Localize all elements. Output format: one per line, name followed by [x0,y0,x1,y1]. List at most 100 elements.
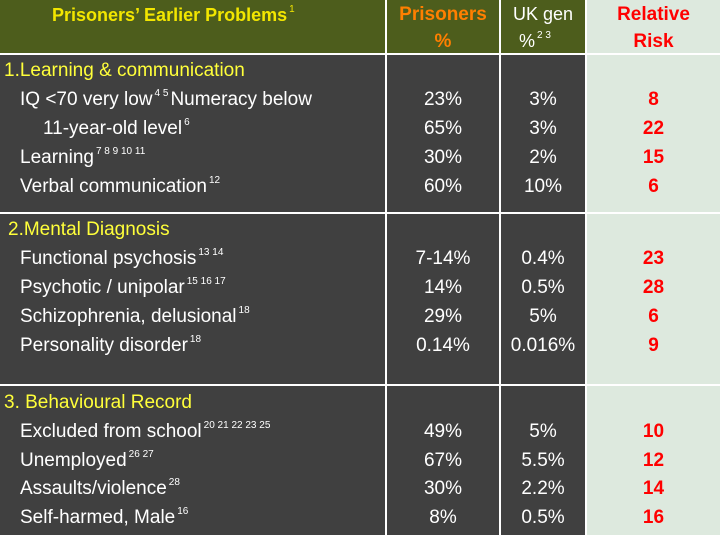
section-3-uk-cell: 5% 5.5% 2.2% 0.5% [501,386,585,535]
section-2-title: 2.Mental Diagnosis [8,219,170,240]
row-refs: 6 [184,117,190,128]
ukgen-header-percent: % [519,31,536,51]
uk-value: 2% [529,147,557,168]
ukgen-header-line2: % 2 3 [519,30,551,51]
row-label-text: Self-harmed, Male [20,507,176,528]
row-label: Assaults/violence 28 [20,477,180,499]
row-label-text: Functional psychosis [20,248,197,269]
ukgen-header-line1: UK gen [512,4,574,24]
header-prisoners-cell: Prisoners % [387,0,499,53]
prisoners-value: 65% [423,118,463,139]
rr-header-line1: Relative [617,4,690,25]
section-3-label-cell: 3. Behavioural Record Excluded from scho… [0,386,385,535]
prisoners-value: 23% [423,89,463,110]
row-label-text: Schizophrenia, delusional [20,306,237,327]
ukgen-header-refs: 2 3 [537,30,551,41]
row-label-text: Verbal communication [20,176,207,197]
row-label: Self-harmed, Male 16 [20,506,189,528]
uk-value: 2.2% [521,478,565,499]
section-2-rr-cell: 23 28 6 9 [587,214,720,384]
section-2-prisoners-cell: 7-14% 14% 29% 0.14% [387,214,499,384]
row-refs: 18 [238,305,250,316]
relative-risk-value: 12 [642,450,665,471]
row-label-tail: Numeracy below [170,89,312,110]
uk-value: 5.5% [521,450,565,471]
prisoners-header-line1: Prisoners [399,4,487,25]
section-2-label-cell: 2.Mental Diagnosis Functional psychosis 1… [0,214,385,384]
row-label: Psychotic / unipolar 15 16 17 [20,276,226,298]
row-label: Verbal communication 12 [20,175,221,197]
prisoners-value: 60% [423,176,463,197]
row-label-text: Learning [20,147,94,168]
table-title-refs: 1 [289,4,295,15]
section-2-uk-cell: 0.4% 0.5% 5% 0.016% [501,214,585,384]
row-label-text: 11-year-old level [43,118,183,139]
row-refs: 18 [189,334,202,345]
row-label-text: Excluded from school [20,421,202,442]
uk-value: 5% [529,306,557,327]
row-refs: 12 [208,175,221,186]
prisoners-value: 0.14% [416,335,470,356]
relative-risk-value: 16 [642,507,665,528]
row-refs: 7 8 9 10 11 [95,146,146,157]
prisoners-value: 30% [423,147,463,168]
row-refs: 4 5 [154,88,169,99]
row-refs: 20 21 22 23 25 [203,420,271,431]
uk-value: 0.016% [510,335,576,356]
row-refs: 16 [177,506,189,517]
row-label: Unemployed 26 27 [20,449,154,471]
relative-risk-value: 9 [648,335,659,356]
row-label-text: Assaults/violence [20,478,167,499]
prisoners-value: 8% [429,507,457,528]
row-label: IQ <70 very low 4 5 Numeracy below [20,88,312,110]
section-3-prisoners-cell: 49% 67% 30% 8% [387,386,499,535]
row-label: 11-year-old level 6 [43,117,190,139]
section-1-rr-cell: 8 22 15 6 [587,55,720,212]
row-label-text: Psychotic / unipolar [20,277,185,298]
relative-risk-value: 10 [642,421,665,442]
relative-risk-value: 8 [648,89,659,110]
uk-value: 0.5% [521,277,565,298]
uk-value: 3% [529,118,557,139]
rr-header-line2: Risk [633,31,674,52]
prisoners-value: 29% [423,306,463,327]
table-title-text: Prisoners’ Earlier Problems [52,5,288,25]
relative-risk-value: 23 [642,248,665,269]
relative-risk-value: 15 [642,147,665,168]
row-label: Functional psychosis 13 14 [20,247,224,269]
section-1-uk-cell: 3% 3% 2% 10% [501,55,585,212]
row-refs: 13 14 [198,247,224,258]
row-label-text: Personality disorder [20,335,188,356]
prisoners-header-line2: % [434,31,452,52]
prisoners-value: 30% [423,478,463,499]
section-1-label-cell: 1.Learning & communication IQ <70 very l… [0,55,385,212]
uk-value: 3% [529,89,557,110]
header-title-cell: Prisoners’ Earlier Problems 1 [0,0,385,53]
prisoners-value: 14% [423,277,463,298]
section-3-title: 3. Behavioural Record [4,392,192,413]
section-1-prisoners-cell: 23% 65% 30% 60% [387,55,499,212]
row-refs: 26 27 [128,449,154,460]
relative-risk-value: 6 [648,306,659,327]
relative-risk-value: 14 [642,478,665,499]
header-ukgen-cell: UK gen % 2 3 [501,0,585,53]
relative-risk-value: 6 [648,176,659,197]
row-label: Personality disorder 18 [20,334,202,356]
uk-value: 10% [523,176,563,197]
section-3-rr-cell: 10 12 14 16 [587,386,720,535]
uk-value: 5% [529,421,557,442]
header-rr-cell: Relative Risk [587,0,720,53]
row-label-text: IQ <70 very low [20,89,153,110]
table-title: Prisoners’ Earlier Problems 1 [52,4,295,25]
prisoners-value: 67% [423,450,463,471]
relative-risk-value: 28 [642,277,665,298]
row-refs: 28 [168,477,180,488]
relative-risk-value: 22 [642,118,665,139]
row-label: Learning 7 8 9 10 11 [20,146,146,168]
uk-value: 0.4% [521,248,565,269]
section-1-title: 1.Learning & communication [4,60,245,81]
row-refs: 15 16 17 [186,276,226,287]
prisoners-value: 7-14% [415,248,471,269]
row-label: Schizophrenia, delusional 18 [20,305,250,327]
